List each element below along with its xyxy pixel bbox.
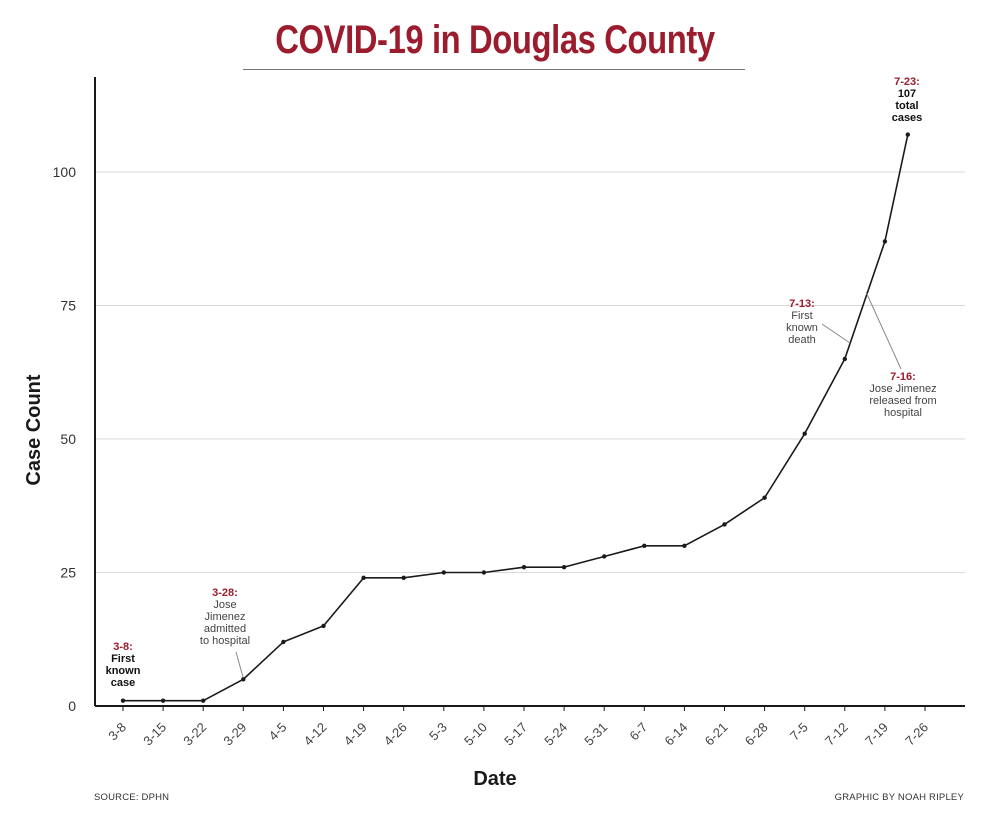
source-note: SOURCE: DPHN (94, 792, 170, 803)
graphic-credit: GRAPHIC BY NOAH RIPLEY (834, 792, 964, 803)
annotation-leader-line (235, 651, 244, 678)
data-point (120, 698, 126, 703)
y-tick-label: 50 (60, 431, 76, 447)
y-tick-labels: 0 25 50 75 100 (53, 164, 77, 714)
y-tick-label: 25 (60, 565, 76, 581)
annotation-text: death (788, 334, 816, 346)
x-tick-label: 3-8 (105, 720, 129, 744)
data-point (160, 698, 166, 703)
data-point (905, 132, 911, 137)
title-underline (243, 69, 745, 70)
chart-title: COVID-19 in Douglas County (275, 18, 715, 62)
data-point (481, 570, 487, 575)
x-tick-label: 3-22 (180, 720, 209, 749)
x-tick-label: 3-29 (220, 720, 249, 749)
data-point (682, 543, 687, 548)
x-tick-labels: 3-8 3-15 3-22 3-29 4-5 4-12 4-19 4-26 5-3 5-10 5-1… (105, 720, 931, 749)
x-tick-label: 4-5 (266, 720, 290, 744)
annotation-leader-line (821, 323, 851, 344)
data-point (401, 575, 406, 581)
annotation-text: known (106, 665, 141, 677)
annotation-text: Jose (213, 599, 236, 611)
annotation-text: known (786, 322, 818, 334)
y-tick-label: 75 (60, 298, 76, 314)
annotation-date: 3-28: (212, 587, 238, 599)
x-tick-label: 6-7 (627, 720, 651, 744)
annotations: 3-8:Firstknowncase3-28:JoseJimenezadmitt… (106, 76, 937, 689)
axes (94, 77, 965, 711)
x-tick-label: 5-24 (541, 720, 570, 749)
data-point (241, 677, 246, 682)
data-point (281, 639, 286, 645)
chart-title-wrap: COVID-19 in Douglas County (0, 20, 990, 60)
annotation-text: total (895, 100, 918, 112)
annotation-text: Jose Jimenez (869, 383, 936, 395)
x-tick-label: 5-31 (581, 720, 610, 749)
annotation-text: 107 (898, 88, 916, 100)
x-tick-label: 5-3 (426, 720, 450, 744)
annotation-text: First (111, 653, 135, 665)
data-point (802, 431, 807, 436)
x-tick-label: 7-26 (902, 720, 931, 749)
data-point (642, 543, 647, 548)
annotation-text: admitted (204, 623, 246, 635)
x-tick-label: 7-5 (787, 720, 811, 744)
x-tick-label: 5-17 (501, 720, 530, 749)
gridlines (95, 171, 965, 573)
x-tick-label: 3-15 (140, 720, 169, 749)
annotation-date: 7-23: (894, 76, 920, 88)
annotation-text: First (791, 310, 812, 322)
y-axis-title: Case Count (23, 374, 45, 485)
x-tick-label: 7-19 (862, 720, 891, 749)
x-axis-title: Date (473, 768, 516, 790)
annotation-date: 7-13: (789, 298, 815, 310)
annotation-text: released from (869, 395, 936, 407)
data-point (561, 564, 567, 570)
data-point (722, 522, 727, 527)
y-tick-label: 100 (53, 164, 77, 180)
x-tick-label: 4-12 (301, 720, 330, 749)
x-tick-label: 4-19 (341, 720, 370, 749)
data-point (441, 570, 446, 575)
data-point (842, 356, 847, 362)
x-tick-label: 6-28 (742, 720, 771, 749)
data-point (762, 495, 767, 500)
annotation-text: hospital (884, 407, 922, 419)
annotation-text: to hospital (200, 635, 250, 647)
x-tick-label: 6-14 (662, 720, 691, 749)
x-tick-label: 5-10 (461, 720, 490, 749)
data-point (602, 554, 607, 559)
x-tick-label: 7-12 (822, 720, 851, 749)
data-point (361, 575, 366, 581)
annotation-text: case (111, 677, 135, 689)
data-point (201, 698, 206, 703)
series-group (120, 132, 911, 703)
data-point (321, 623, 326, 629)
annotation-text: cases (892, 112, 923, 124)
data-point (882, 239, 888, 244)
x-tick-label: 4-26 (381, 720, 410, 749)
data-point (521, 564, 527, 570)
annotation-leader-line (865, 291, 902, 370)
annotation-text: Jimenez (205, 611, 246, 623)
y-tick-label: 0 (68, 698, 76, 714)
x-tick-label: 6-21 (702, 720, 731, 749)
annotation-date: 3-8: (113, 641, 133, 653)
annotation-date: 7-16: (890, 371, 916, 383)
